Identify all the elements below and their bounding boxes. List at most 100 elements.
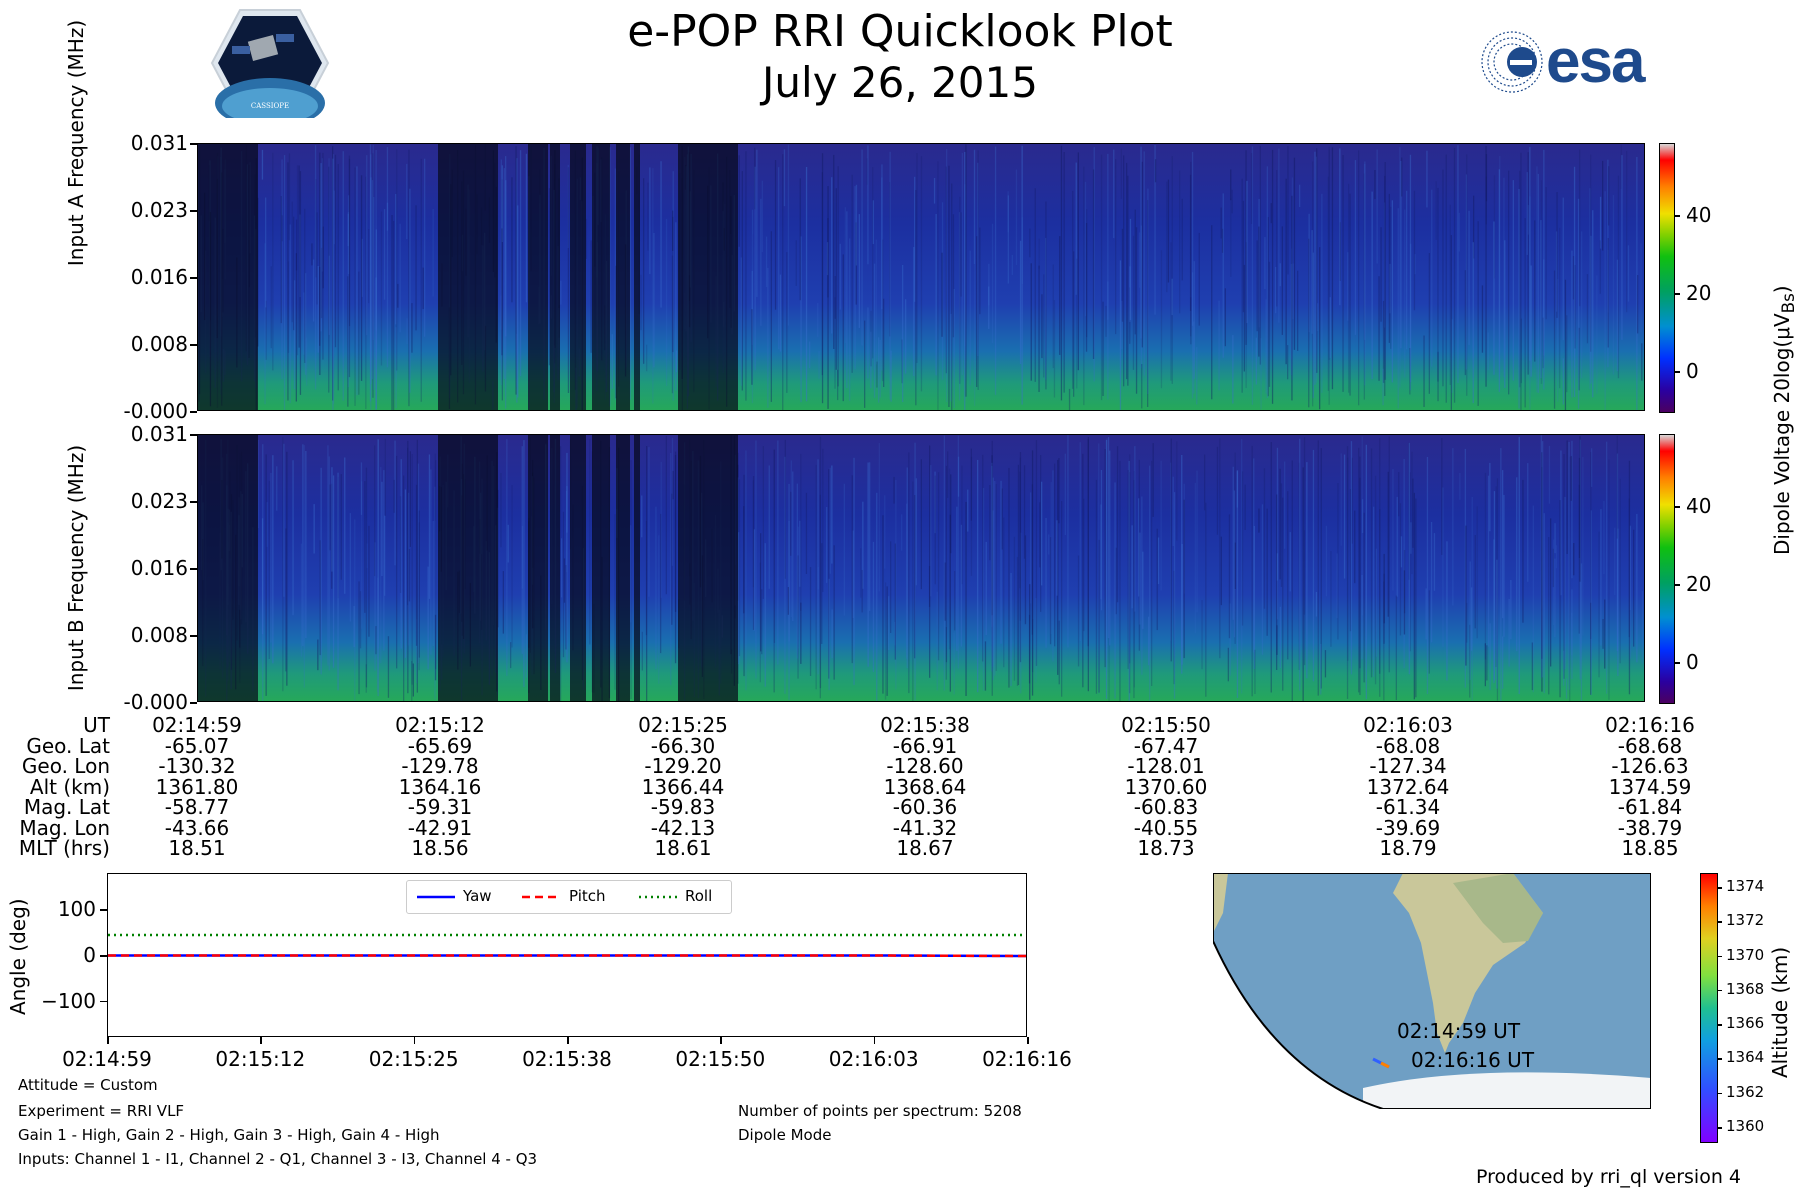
spectrogram-texture xyxy=(1450,235,1452,410)
colorbar-a-tick-mark xyxy=(1674,215,1680,217)
spectrogram-texture xyxy=(1045,201,1047,390)
spectrogram-texture xyxy=(1083,166,1085,406)
spectrogram-texture xyxy=(1330,551,1332,647)
spectrogram-texture xyxy=(1636,513,1638,663)
spectrogram-texture xyxy=(674,451,677,612)
spectrogram-texture xyxy=(751,209,754,235)
spectrogram-texture xyxy=(928,566,931,607)
spectrogram-texture xyxy=(261,518,264,635)
spectrogram-texture xyxy=(1021,145,1023,405)
spectrogram-texture xyxy=(1098,539,1100,693)
spectrogram-texture xyxy=(1581,231,1583,378)
spectrogram-texture xyxy=(1236,470,1239,698)
spectrogram-texture xyxy=(908,452,910,694)
spectrogram-texture xyxy=(272,152,274,371)
spectrogram-texture xyxy=(1364,163,1366,340)
spectrogram-texture xyxy=(1590,235,1592,384)
spectrogram-texture xyxy=(1641,343,1643,381)
colorbar-label: Dipole Voltage 20log(μVBs) xyxy=(1770,285,1798,555)
spectrogram-texture xyxy=(511,485,513,648)
spectrogram-texture xyxy=(590,240,592,353)
spectrogram-texture xyxy=(1384,162,1386,380)
spectrogram-texture xyxy=(795,240,797,286)
spectrogram-texture xyxy=(281,159,283,380)
spectrogram-texture xyxy=(1220,536,1222,606)
spectrogram-texture xyxy=(1397,208,1399,409)
spectrogram-texture xyxy=(982,487,985,691)
spectrogram-texture xyxy=(1106,438,1108,647)
spectrogram-texture xyxy=(1467,650,1469,684)
spectrogram-texture xyxy=(511,177,513,303)
spectrogram-texture xyxy=(1574,265,1576,349)
spectrogram-texture xyxy=(675,350,678,373)
spectrogram-texture xyxy=(738,532,740,665)
spectrogram-texture xyxy=(403,475,405,701)
spectrogram-texture xyxy=(1131,525,1133,609)
spectrogram-texture xyxy=(1578,457,1581,558)
spectrogram-texture xyxy=(674,455,677,664)
spectrogram-texture xyxy=(1389,263,1391,314)
spectrogram-texture xyxy=(1570,456,1572,501)
spectrogram-texture xyxy=(381,481,383,576)
spectrogram-texture xyxy=(1375,548,1378,657)
spectrogram-dropout-band xyxy=(570,435,586,701)
colorbar-b-tick: 40 xyxy=(1686,494,1712,518)
spectrogram-texture xyxy=(418,510,420,658)
orbit-cell: -42.13 xyxy=(650,815,716,840)
spectrogram-texture xyxy=(1250,153,1253,224)
spectrogram-texture xyxy=(1142,551,1144,629)
spectrogram-texture xyxy=(1138,459,1140,651)
altitude-tick-mark xyxy=(1717,1024,1722,1026)
spectrogram-texture xyxy=(672,470,674,500)
spectrogram-texture xyxy=(1387,471,1389,617)
spectrogram-texture xyxy=(1399,146,1401,388)
spectrogram-texture xyxy=(828,469,830,679)
spectrogram-texture xyxy=(1229,603,1231,676)
spectrogram-texture xyxy=(1469,624,1471,698)
spectrogram-texture xyxy=(1119,260,1122,410)
spectrogram-texture xyxy=(1540,180,1543,384)
spectrogram-texture xyxy=(1522,479,1524,623)
spectrogram-texture xyxy=(1083,498,1085,632)
spectrogram-texture xyxy=(1228,514,1231,639)
spectrogram-texture xyxy=(1573,543,1575,576)
spectrogram-texture xyxy=(281,215,283,242)
spectrogram-texture xyxy=(1052,264,1054,369)
spectrogram-texture xyxy=(375,626,377,655)
spectrogram-texture xyxy=(778,167,780,350)
spectrogram-texture xyxy=(1542,317,1544,369)
spectrogram-texture xyxy=(770,231,772,402)
spectrogram-texture xyxy=(958,212,961,401)
colorbar-label-sub: Bs xyxy=(1779,293,1798,314)
spectrogram-texture xyxy=(1139,532,1141,625)
spectrogram-texture xyxy=(1568,442,1570,690)
spectrogram-texture xyxy=(1282,497,1284,691)
spectrogram-texture xyxy=(1485,145,1487,387)
spectrogram-texture xyxy=(1504,240,1506,388)
spectrogram-texture xyxy=(525,634,527,678)
spectrogram-dropout-band xyxy=(198,435,258,701)
spectrogram-texture xyxy=(1190,297,1192,337)
spectrogram-texture xyxy=(970,456,973,576)
spectrogram-texture xyxy=(1361,436,1363,616)
spectrogram-texture xyxy=(296,165,299,356)
orbit-cell: -66.30 xyxy=(650,733,716,758)
spectrogram-texture xyxy=(1327,176,1329,391)
spectrogram-texture xyxy=(265,454,267,696)
spectrogram-texture xyxy=(1256,240,1258,332)
spectrogram-texture xyxy=(1346,446,1349,699)
spectrogram-texture xyxy=(1374,475,1377,685)
spectrogram-texture xyxy=(585,218,588,259)
spectrogram-texture xyxy=(1279,606,1281,668)
spectrogram-texture xyxy=(377,439,379,649)
spectrogram-texture xyxy=(1464,270,1466,376)
colorbar-b-tick-mark xyxy=(1674,506,1680,508)
spectrogram-texture xyxy=(929,445,931,678)
spectrogram-texture xyxy=(646,344,648,372)
spectrogram-texture xyxy=(1171,156,1173,384)
spectrogram-texture xyxy=(1566,315,1568,393)
orbit-cell: -42.91 xyxy=(407,815,473,840)
spectrogram-texture xyxy=(1552,539,1555,625)
spectrogram-texture xyxy=(764,543,766,687)
spectrogram-texture xyxy=(1129,266,1131,322)
